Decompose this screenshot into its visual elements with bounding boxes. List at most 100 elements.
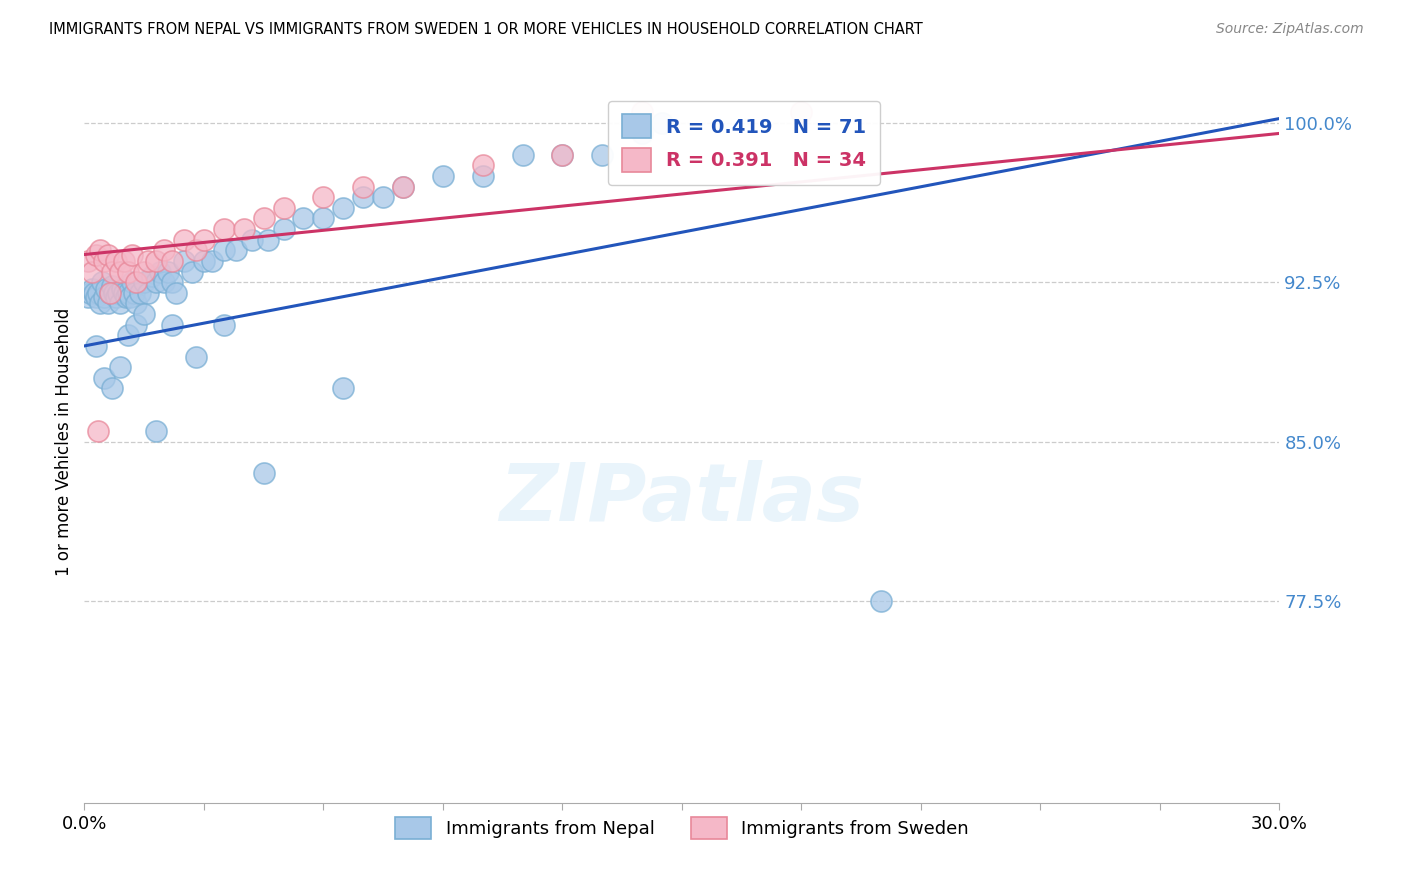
Point [173, 233, 195, 247]
Point [132, 275, 156, 289]
Point [86, 339, 108, 353]
Point [83, 285, 105, 300]
Point [471, 169, 494, 183]
Point [392, 179, 415, 194]
Point [97, 247, 120, 261]
Point [256, 233, 278, 247]
Point [136, 285, 159, 300]
Point [110, 360, 132, 375]
Point [112, 285, 135, 300]
Point [98, 285, 121, 300]
Point [165, 285, 187, 300]
Point [201, 253, 224, 268]
Point [631, 127, 654, 141]
Point [145, 275, 167, 289]
Point [173, 253, 195, 268]
Point [551, 147, 574, 161]
Point [145, 253, 167, 268]
Point [352, 179, 374, 194]
Point [153, 244, 176, 258]
Point [212, 244, 235, 258]
Point [232, 222, 254, 236]
Point [105, 290, 128, 304]
Y-axis label: 1 or more Vehicles in Household: 1 or more Vehicles in Household [55, 308, 73, 575]
Point [332, 381, 354, 395]
Point [651, 116, 673, 130]
Point [591, 147, 613, 161]
Point [193, 253, 215, 268]
Point [273, 201, 295, 215]
Point [225, 244, 247, 258]
Point [125, 275, 148, 289]
Legend: Immigrants from Nepal, Immigrants from Sweden: Immigrants from Nepal, Immigrants from S… [387, 808, 977, 848]
Point [149, 264, 172, 278]
Point [631, 105, 654, 120]
Point [93, 290, 115, 304]
Point [160, 318, 183, 332]
Point [332, 201, 354, 215]
Point [157, 264, 180, 278]
Point [132, 264, 156, 278]
Point [125, 296, 148, 310]
Point [184, 244, 207, 258]
Point [121, 275, 143, 289]
Point [352, 190, 374, 204]
Point [184, 350, 207, 364]
Point [432, 169, 454, 183]
Point [471, 158, 494, 172]
Point [273, 222, 295, 236]
Point [97, 296, 120, 310]
Point [117, 264, 139, 278]
Point [392, 179, 415, 194]
Point [89, 296, 111, 310]
Point [82, 264, 104, 278]
Point [86, 290, 108, 304]
Point [77, 290, 100, 304]
Point [91, 275, 114, 289]
Point [101, 381, 124, 395]
Point [312, 190, 335, 204]
Point [89, 244, 111, 258]
Point [870, 594, 893, 608]
Point [93, 371, 115, 385]
Point [82, 281, 104, 295]
Point [212, 318, 235, 332]
Point [101, 264, 124, 278]
Point [790, 105, 813, 120]
Point [77, 253, 100, 268]
Point [153, 275, 176, 289]
Text: IMMIGRANTS FROM NEPAL VS IMMIGRANTS FROM SWEDEN 1 OR MORE VEHICLES IN HOUSEHOLD : IMMIGRANTS FROM NEPAL VS IMMIGRANTS FROM… [49, 22, 922, 37]
Point [87, 285, 110, 300]
Text: Source: ZipAtlas.com: Source: ZipAtlas.com [1216, 22, 1364, 37]
Point [87, 424, 110, 438]
Point [79, 285, 101, 300]
Point [103, 285, 125, 300]
Point [373, 190, 395, 204]
Point [115, 290, 138, 304]
Point [122, 285, 145, 300]
Point [193, 233, 215, 247]
Point [145, 424, 167, 438]
Point [512, 147, 534, 161]
Point [125, 318, 148, 332]
Point [132, 307, 156, 321]
Point [240, 233, 263, 247]
Text: ZIPatlas: ZIPatlas [499, 460, 865, 539]
Point [101, 279, 124, 293]
Point [93, 253, 115, 268]
Point [110, 264, 132, 278]
Point [112, 253, 135, 268]
Point [110, 296, 132, 310]
Point [253, 211, 276, 226]
Point [96, 281, 118, 295]
Point [160, 275, 183, 289]
Point [105, 253, 128, 268]
Point [120, 290, 142, 304]
Point [111, 281, 134, 295]
Point [107, 285, 129, 300]
Point [181, 264, 204, 278]
Point [141, 268, 163, 283]
Point [160, 253, 183, 268]
Point [98, 285, 121, 300]
Point [253, 467, 276, 481]
